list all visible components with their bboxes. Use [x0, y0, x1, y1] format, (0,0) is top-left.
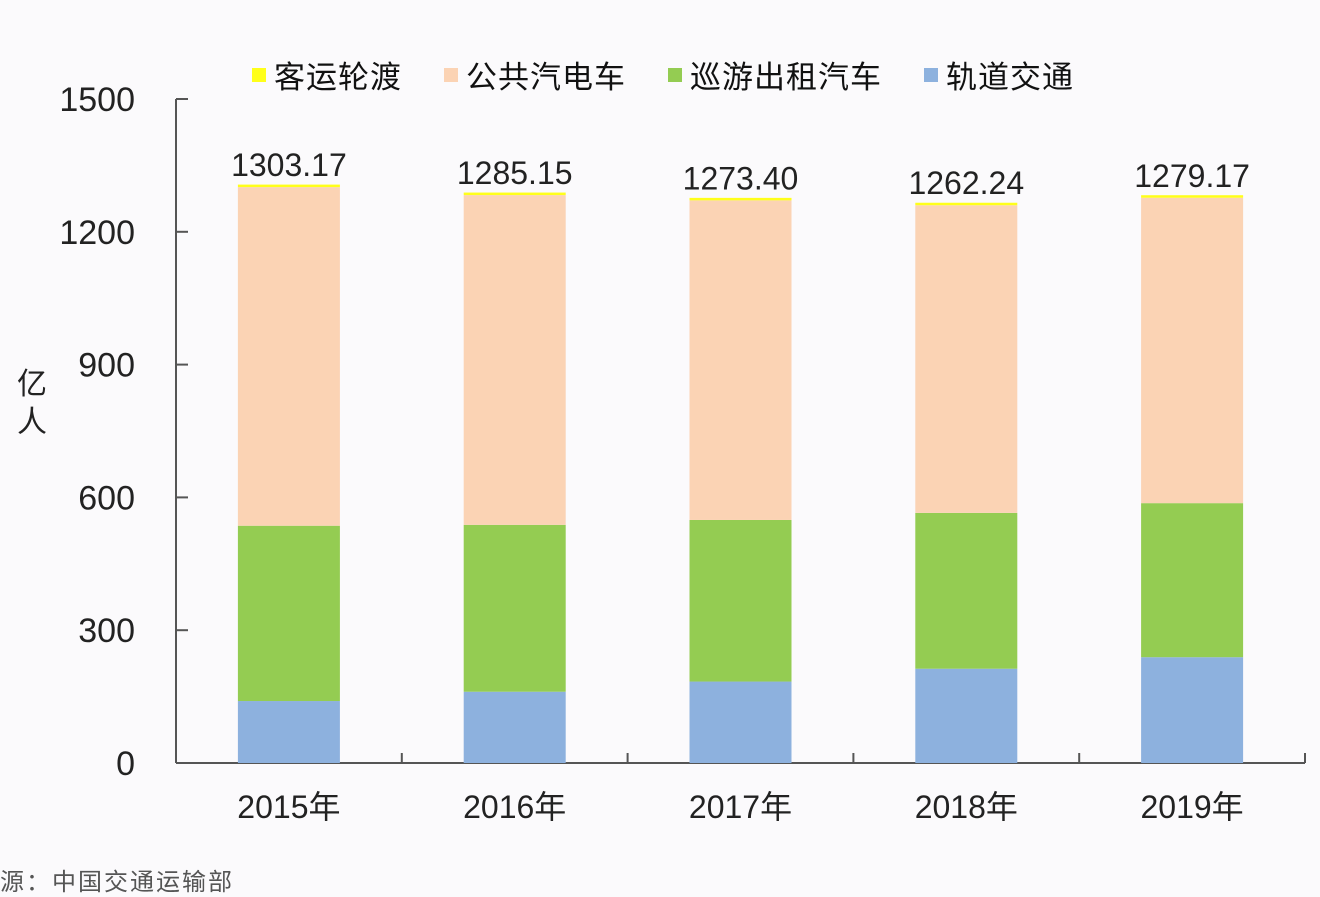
legend-swatch-icon: [252, 67, 266, 82]
chart-legend: 客运轮渡 公共汽电车 巡游出租汽车 轨道交通: [252, 52, 1116, 97]
y-tick-label: 0: [116, 745, 135, 783]
bar-total-label: 1285.15: [457, 155, 573, 191]
bar-segment: [1141, 503, 1244, 658]
legend-label: 公共汽电车: [466, 60, 626, 96]
legend-item: 轨道交通: [924, 52, 1074, 97]
bar-segment: [689, 681, 792, 763]
bar-segment: [463, 192, 566, 196]
bar-total-label: 1303.17: [231, 147, 347, 183]
x-tick-label: 2018年: [915, 789, 1018, 825]
bar-total-label: 1279.17: [1134, 158, 1250, 194]
bar-segment: [915, 668, 1018, 763]
source-note: 源：中国交通运输部: [0, 868, 234, 896]
legend-item: 客运轮渡: [252, 52, 402, 97]
legend-label: 轨道交通: [946, 60, 1074, 96]
bar-total-label: 1273.40: [683, 160, 799, 196]
bar-segment: [689, 197, 792, 201]
legend-swatch-icon: [444, 67, 458, 82]
x-tick-label: 2016年: [463, 789, 566, 825]
y-tick-label: 1500: [59, 81, 135, 119]
bar-segment: [463, 691, 566, 763]
legend-swatch-icon: [924, 67, 938, 82]
bar-segment: [915, 205, 1018, 513]
bar-segment: [237, 525, 340, 702]
bar-segment: [237, 187, 340, 526]
bar-segment: [237, 701, 340, 763]
bar-segment: [1141, 195, 1244, 198]
bar-segment: [237, 184, 340, 188]
y-tick-label: 600: [78, 479, 135, 517]
y-tick-label: 900: [78, 347, 135, 385]
bar-segment: [1141, 657, 1244, 763]
bar-segment: [463, 195, 566, 525]
legend-label: 巡游出租汽车: [690, 60, 882, 96]
legend-item: 巡游出租汽车: [668, 52, 882, 97]
bar-segment: [915, 512, 1018, 669]
legend-item: 公共汽电车: [444, 52, 626, 97]
x-tick-label: 2017年: [689, 789, 792, 825]
y-axis-label: 亿人: [17, 367, 47, 440]
bar-total-label: 1262.24: [908, 165, 1024, 201]
bar-segment: [689, 519, 792, 682]
bar-segment: [915, 202, 1018, 206]
legend-label: 客运轮渡: [274, 60, 402, 96]
y-tick-label: 1200: [59, 214, 135, 252]
bar-segment: [463, 524, 566, 692]
y-tick-label: 300: [78, 612, 135, 650]
x-tick-label: 2019年: [1140, 789, 1243, 825]
bar-segment: [1141, 197, 1244, 504]
x-tick-label: 2015年: [237, 789, 340, 825]
legend-swatch-icon: [668, 67, 682, 82]
bar-segment: [689, 200, 792, 520]
